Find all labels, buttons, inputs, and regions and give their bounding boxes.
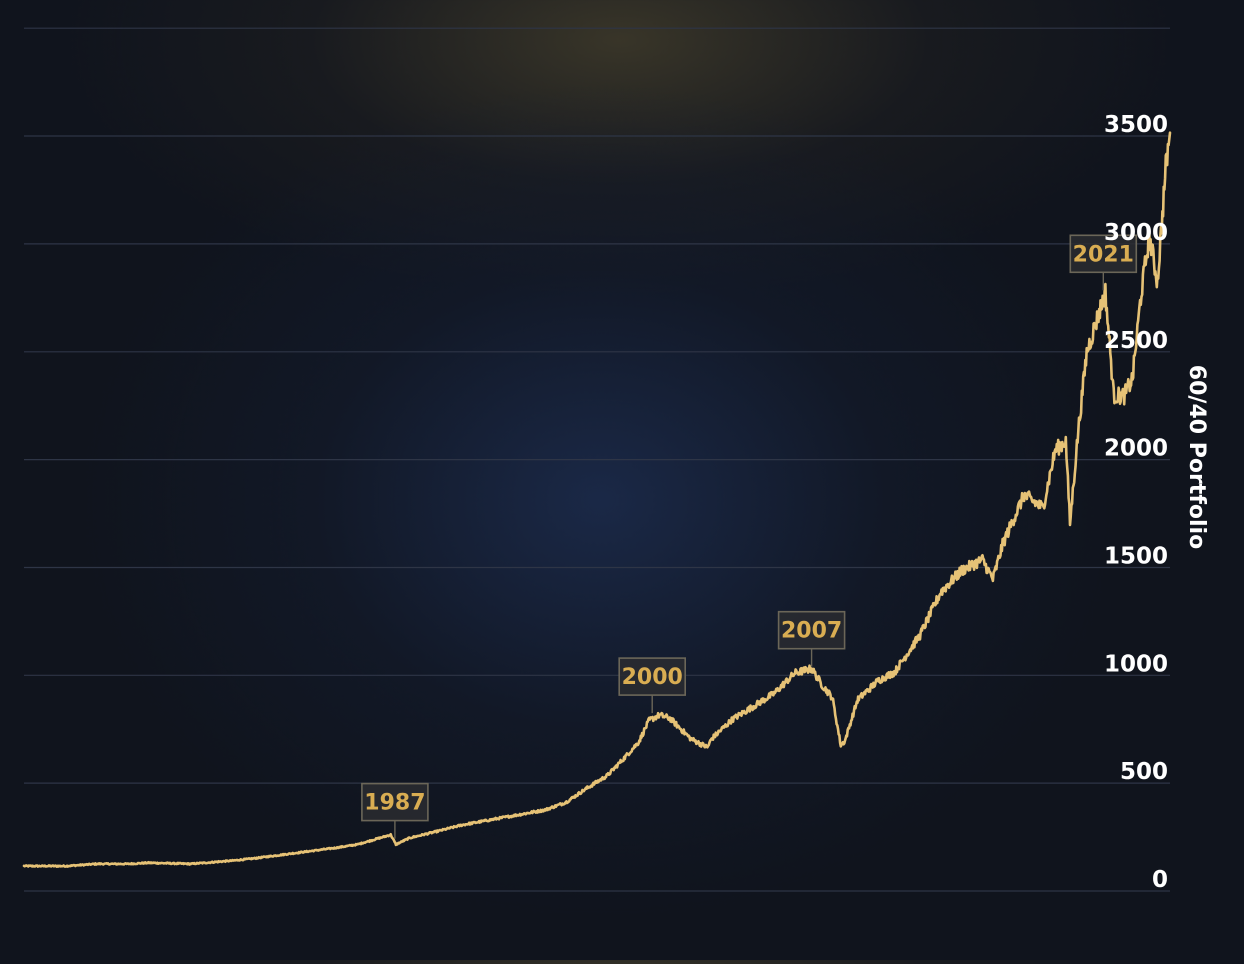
annotation-1987: 1987: [361, 782, 429, 839]
annotation-label: 2000: [622, 665, 683, 690]
y-tick-label: 1000: [1104, 651, 1168, 677]
series-layer: [22, 131, 1172, 868]
grid-lines: [24, 27, 1170, 892]
y-tick-label: 0: [1152, 867, 1168, 893]
annotation-box: [777, 610, 846, 650]
y-axis-title: 60/40 Portfolio: [1184, 365, 1209, 549]
annotation-2007: 2007: [777, 610, 846, 667]
annotation-label: 2007: [781, 619, 842, 644]
y-tick-label: 1500: [1104, 544, 1168, 570]
y-tick-label: 2500: [1104, 328, 1168, 354]
annotation-label: 2021: [1073, 242, 1134, 267]
annotation-2000: 2000: [618, 657, 687, 714]
annotation-box: [1069, 234, 1138, 274]
annotation-label: 1987: [364, 791, 425, 816]
annotation-2021: 2021: [1069, 234, 1138, 291]
y-tick-label: 3500: [1104, 112, 1168, 138]
y-axis-ticks: 0 500 1000 1500 2000 2500 3000 3500: [1104, 112, 1168, 893]
annotations: 1987 2000 2007 2021: [361, 234, 1138, 839]
annotation-box: [618, 657, 687, 696]
y-tick-label: 2000: [1104, 436, 1168, 462]
annotation-box: [361, 782, 429, 822]
y-tick-label: 3000: [1104, 220, 1168, 246]
y-tick-label: 500: [1120, 759, 1168, 785]
series-line-portfolio: [22, 131, 1172, 868]
